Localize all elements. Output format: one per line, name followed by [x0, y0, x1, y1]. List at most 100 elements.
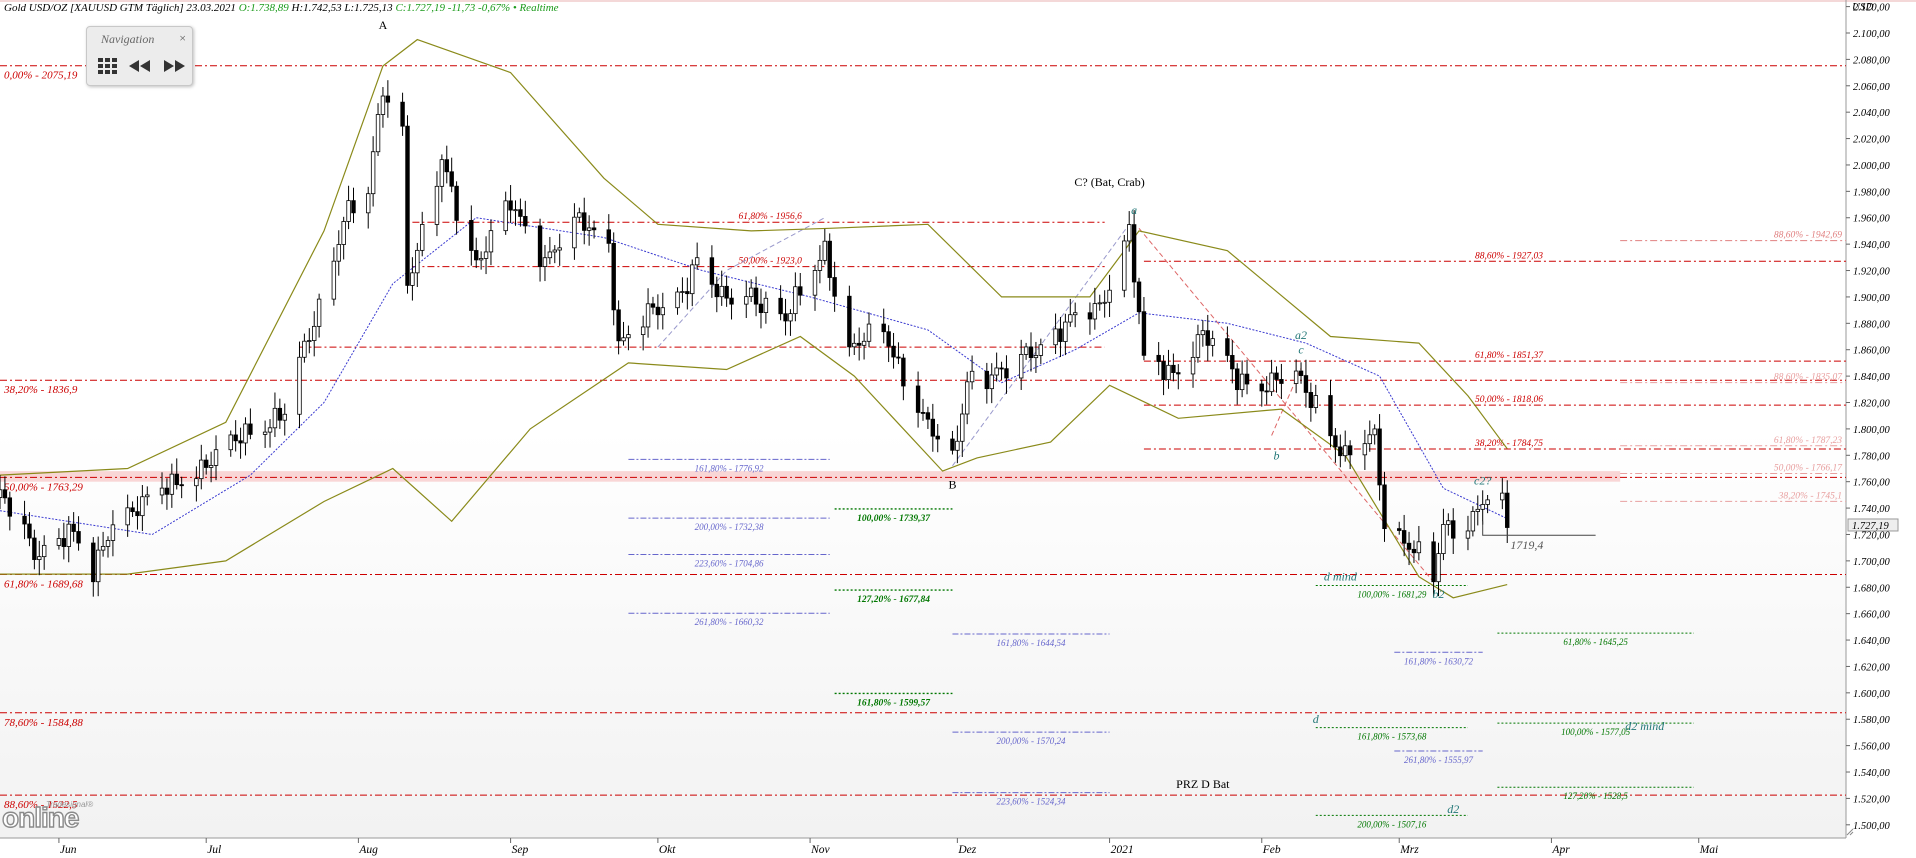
fib-level-label: 88,60% - 1942,69	[1774, 231, 1842, 241]
candle	[1023, 342, 1029, 360]
candle-body	[881, 323, 886, 333]
candle	[140, 485, 145, 531]
x-tick-label: Aug	[358, 844, 378, 856]
candle-body	[61, 538, 67, 547]
x-tick-label: Okt	[659, 844, 676, 856]
candle-body	[1195, 334, 1201, 358]
y-tick-label: 1.680,00	[1853, 583, 1891, 594]
candle-body	[488, 230, 494, 253]
candle	[572, 203, 577, 260]
extension-level-label: 161,80% - 1644,54	[997, 638, 1066, 648]
y-tick-label: 2.080,00	[1853, 55, 1891, 66]
candle-body	[847, 295, 852, 348]
y-tick-label: 1.520,00	[1853, 794, 1891, 805]
y-tick-label: 1.640,00	[1853, 636, 1891, 647]
candle-body	[1063, 321, 1068, 342]
rewind-icon[interactable]	[125, 55, 155, 77]
candle-body	[76, 531, 81, 544]
candle-body	[1058, 328, 1063, 342]
candle-body	[827, 240, 832, 278]
candle	[783, 298, 788, 336]
candle-body	[852, 342, 857, 348]
candle	[1141, 297, 1147, 361]
candle-body	[370, 151, 376, 195]
candle-body	[513, 209, 518, 212]
candle	[827, 233, 832, 291]
candle	[194, 466, 199, 502]
candle	[488, 219, 494, 266]
candle	[1313, 384, 1318, 414]
candle	[1239, 360, 1245, 398]
candle	[478, 251, 484, 270]
candle	[920, 398, 926, 421]
candle	[1475, 495, 1480, 526]
candle	[508, 185, 513, 223]
candle-body	[1225, 338, 1230, 356]
candle	[199, 444, 204, 490]
candle-body	[866, 323, 872, 342]
candle	[302, 333, 307, 363]
candle	[1102, 290, 1107, 318]
candle	[1465, 515, 1471, 551]
extension-level-label: 100,00% - 1681,29	[1357, 590, 1426, 600]
candle	[0, 475, 3, 510]
candle-body	[552, 249, 557, 253]
candle	[709, 245, 715, 298]
candle	[758, 288, 764, 329]
candle	[95, 536, 101, 597]
extension-level-label: 200,00% - 1507,16	[1357, 819, 1426, 829]
candle-body	[174, 473, 179, 486]
candle	[1372, 424, 1377, 445]
candle-body	[1505, 492, 1510, 528]
candle-body	[748, 287, 754, 298]
y-tick-label: 1.540,00	[1853, 768, 1891, 779]
fib-level-label: 0,00% - 2075,19	[4, 70, 78, 82]
candle-body	[719, 285, 724, 298]
candle	[1298, 362, 1304, 384]
candle	[1063, 313, 1068, 356]
candle	[645, 288, 651, 338]
plot-shading	[0, 430, 1846, 838]
resize-corner-icon[interactable]	[1846, 828, 1854, 836]
candle	[61, 522, 67, 560]
extension-level-label: 127,20% - 1677,84	[857, 595, 930, 605]
candle	[999, 361, 1004, 380]
candle	[1279, 363, 1284, 400]
candle	[812, 264, 818, 311]
wave-label: C? (Bat, Crab)	[1074, 175, 1144, 189]
candle-body	[582, 212, 587, 231]
candle-body	[508, 200, 513, 211]
candle	[1274, 366, 1279, 393]
candle	[675, 287, 680, 315]
candle-body	[434, 185, 440, 225]
x-axis-layer: Jun Jul Aug Sep Okt Nov Dez 2021 Feb Mrz Apr Mai	[58, 838, 1719, 856]
instrument-title: Gold USD/OZ [XAUUSD GTM Täglich] 23.03.2…	[4, 2, 236, 14]
fast-forward-icon[interactable]	[159, 55, 189, 77]
candle	[748, 279, 754, 302]
candle	[454, 181, 459, 235]
wave-label: c2?	[1474, 473, 1491, 487]
candle-body	[640, 326, 646, 336]
x-tick-label: Mai	[1699, 844, 1719, 856]
y-tick-label: 1.580,00	[1853, 715, 1891, 726]
close-icon[interactable]: ×	[179, 31, 186, 45]
fib-level-label: 61,80% - 1689,68	[4, 578, 83, 590]
candle-body	[1018, 354, 1024, 379]
candle-body	[1372, 428, 1377, 436]
candle	[1244, 359, 1250, 395]
candle-body	[1092, 303, 1098, 320]
candle-body	[1171, 364, 1176, 374]
candle-body	[56, 538, 62, 546]
candle	[346, 185, 351, 230]
candle-body	[1176, 372, 1181, 375]
candle	[449, 157, 454, 193]
grid-menu-icon[interactable]	[95, 55, 121, 77]
fib-level-label: 61,80% - 1787,23	[1774, 436, 1842, 446]
candle	[891, 332, 896, 369]
navigation-title: Navigation	[101, 32, 155, 46]
candle-body	[645, 303, 651, 328]
candle-body	[400, 101, 405, 127]
candle	[832, 261, 837, 312]
candle	[1397, 521, 1402, 535]
